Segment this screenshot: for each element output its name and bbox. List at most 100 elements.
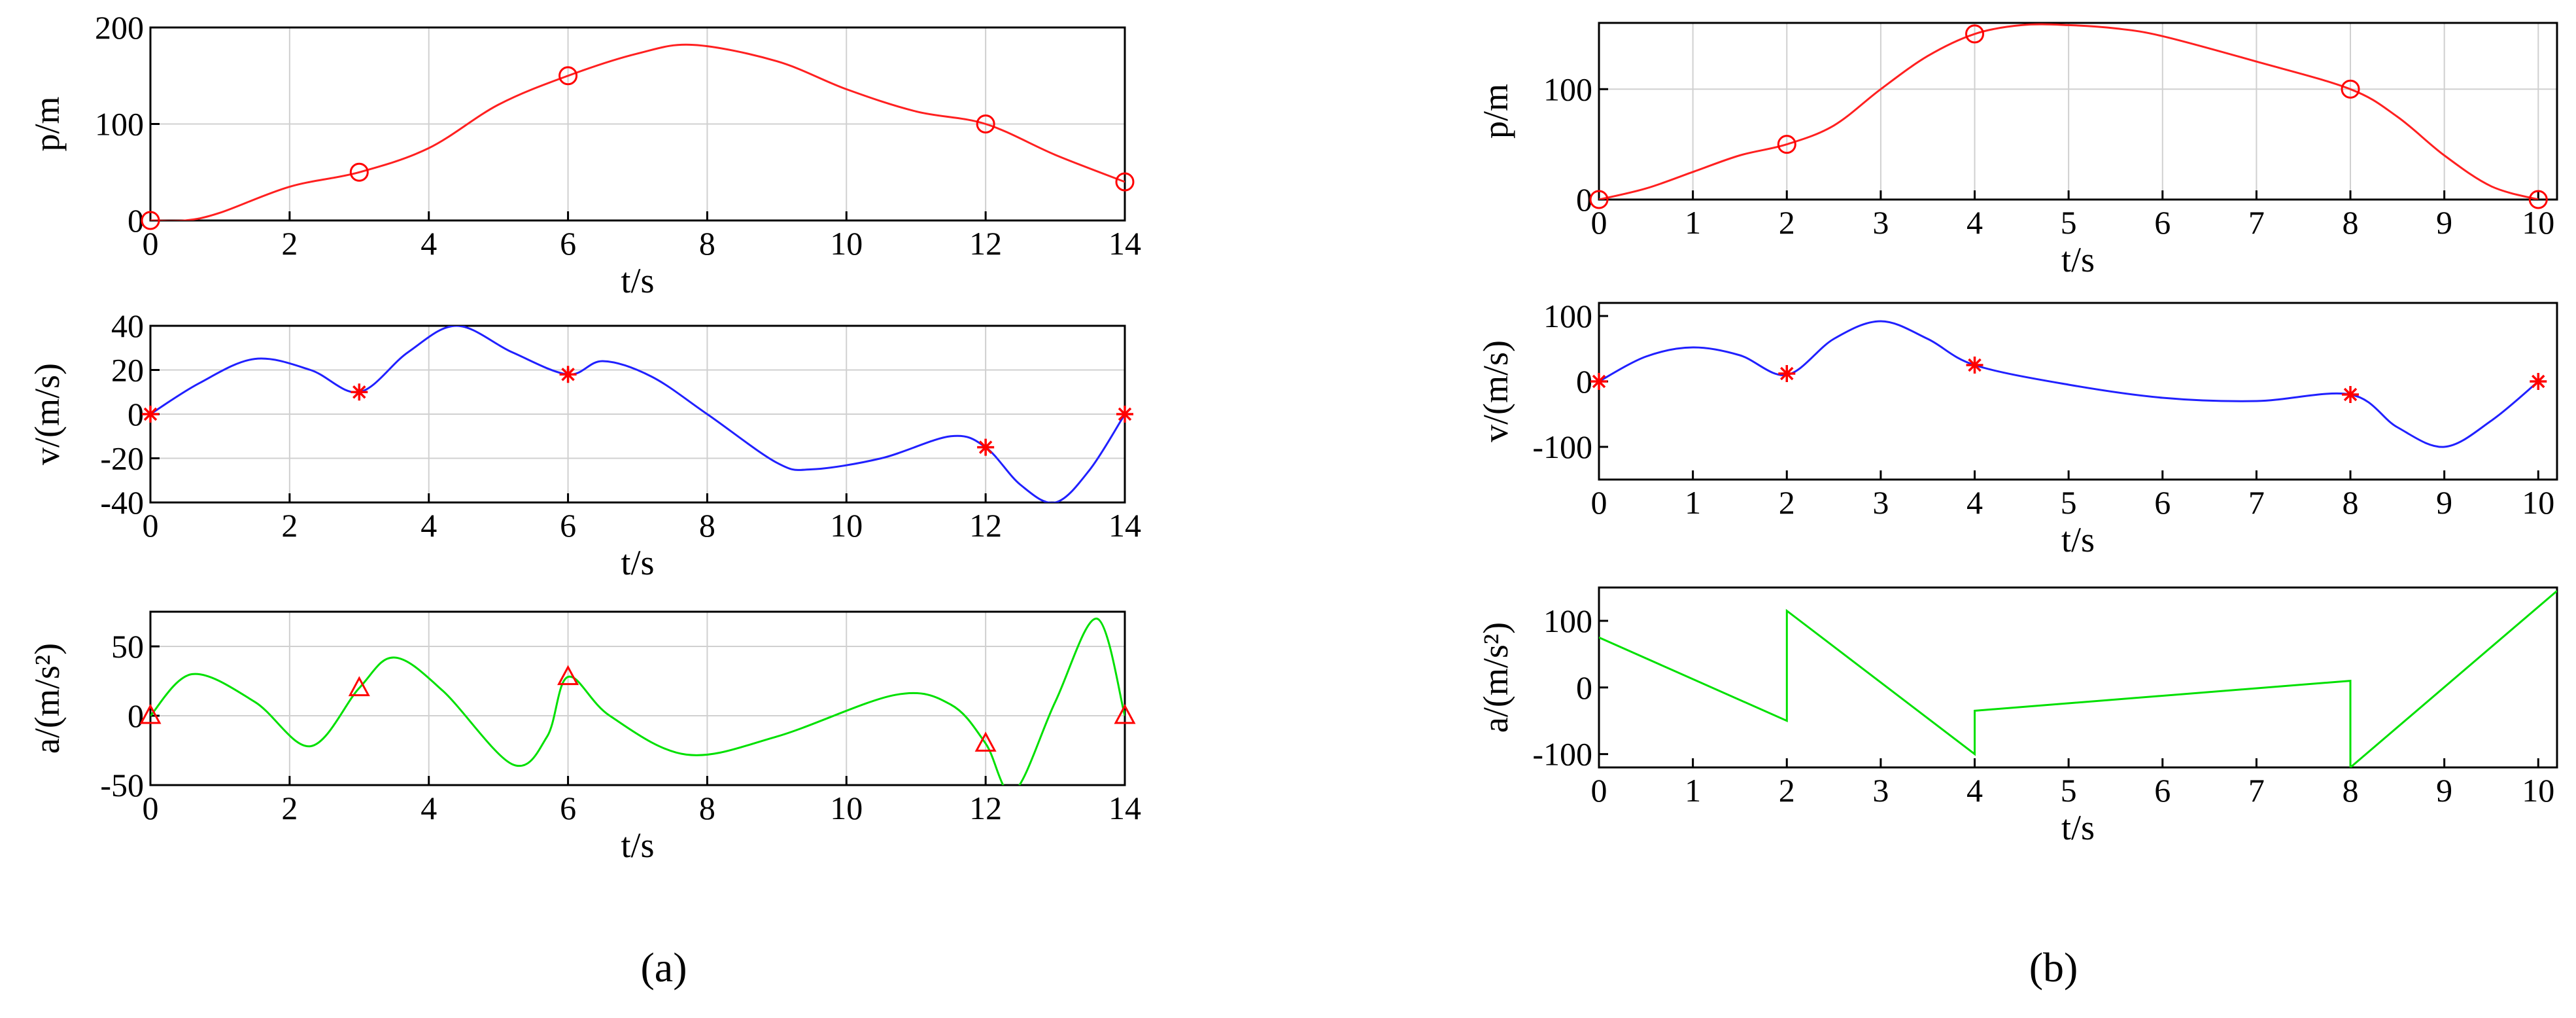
x-tick-label: 0 [1591, 772, 1607, 809]
x-tick-label: 8 [699, 507, 715, 544]
y-tick-label: 100 [1543, 603, 1592, 639]
x-tick-label: 9 [2436, 204, 2452, 241]
x-axis-label: t/s [2061, 520, 2095, 559]
y-tick-label: 100 [1543, 298, 1592, 334]
series-line-b-position [1599, 23, 2539, 200]
y-tick-label: -20 [100, 440, 144, 477]
data-point-marker [977, 438, 995, 456]
x-tick-label: 2 [1779, 772, 1795, 809]
y-tick-label: 20 [111, 352, 144, 389]
x-tick-label: 4 [1966, 772, 1983, 809]
x-tick-label: 12 [969, 225, 1002, 262]
x-tick-label: 8 [2343, 772, 2359, 809]
x-axis-label: t/s [2061, 240, 2095, 279]
y-axis-label: v/(m/s) [27, 363, 67, 465]
x-tick-label: 6 [560, 790, 576, 826]
x-tick-label: 8 [2343, 484, 2359, 521]
panel-label-b: (b) [2029, 944, 2078, 991]
y-tick-label: 0 [1576, 669, 1592, 706]
x-tick-label: 14 [1108, 507, 1141, 544]
data-point-marker [1116, 406, 1133, 423]
data-point-marker [141, 211, 160, 230]
x-tick-label: 10 [830, 790, 863, 826]
plot-frame [1598, 586, 2558, 769]
x-tick-label: 6 [2154, 772, 2171, 809]
y-tick-label: -50 [100, 767, 144, 803]
data-point-marker [2530, 373, 2547, 390]
x-tick-label: 10 [2522, 484, 2554, 521]
y-axis-label: p/m [27, 96, 67, 151]
x-tick-label: 4 [1966, 484, 1983, 521]
x-tick-label: 5 [2061, 484, 2077, 521]
y-tick-label: 100 [1543, 71, 1592, 107]
x-tick-label: 8 [2343, 204, 2359, 241]
x-tick-label: 2 [1779, 204, 1795, 241]
x-tick-label: 6 [560, 225, 576, 262]
x-tick-label: 10 [830, 507, 863, 544]
x-tick-label: 9 [2436, 772, 2452, 809]
y-tick-label: 0 [128, 697, 144, 734]
plot-frame [1598, 22, 2558, 201]
x-tick-label: 10 [2522, 204, 2554, 241]
x-tick-label: 1 [1685, 772, 1701, 809]
data-point-marker [348, 676, 370, 697]
x-tick-label: 5 [2061, 772, 2077, 809]
x-tick-label: 8 [699, 790, 715, 826]
y-tick-label: 0 [128, 396, 144, 432]
y-tick-label: 40 [111, 307, 144, 344]
x-tick-label: 14 [1108, 225, 1141, 262]
y-tick-label: -100 [1532, 429, 1592, 465]
x-tick-label: 0 [143, 225, 159, 262]
x-tick-label: 7 [2248, 772, 2265, 809]
chart-a-velocity: 0 2 4 6 8 10 12 14 -40 -20 0 20 40 t/s v/(m/s) [27, 307, 1141, 582]
x-tick-label: 4 [1966, 204, 1983, 241]
data-point-marker [974, 731, 997, 752]
x-axis-label: t/s [621, 543, 654, 582]
data-point-marker [2341, 79, 2360, 99]
x-tick-label: 7 [2248, 204, 2265, 241]
data-point-marker [351, 383, 368, 401]
series-line-b-acceleration [1599, 589, 2557, 767]
x-tick-label: 1 [1685, 484, 1701, 521]
y-tick-label: -40 [100, 484, 144, 521]
data-point-marker [1590, 373, 1607, 390]
x-tick-label: 2 [281, 790, 298, 826]
x-tick-label: 3 [1872, 484, 1889, 521]
x-tick-label: 10 [2522, 772, 2554, 809]
y-axis-label: p/m [1476, 84, 1515, 139]
data-point-marker [142, 406, 159, 423]
x-axis-label: t/s [621, 261, 654, 300]
plot-frame [149, 610, 1126, 786]
data-point-marker [2342, 386, 2360, 403]
x-tick-label: 12 [969, 507, 1002, 544]
plot-frame [1598, 302, 2558, 481]
x-tick-label: 0 [143, 507, 159, 544]
x-axis-label: t/s [2061, 808, 2095, 847]
x-tick-label: 7 [2248, 484, 2265, 521]
x-tick-label: 8 [699, 225, 715, 262]
y-tick-label: 100 [95, 106, 144, 143]
data-point-marker [2528, 190, 2548, 209]
y-tick-label: 0 [1576, 363, 1592, 400]
data-point-marker [559, 366, 577, 383]
x-tick-label: 10 [830, 225, 863, 262]
data-point-marker [1589, 190, 1609, 209]
y-tick-label: -100 [1532, 736, 1592, 773]
x-tick-label: 12 [969, 790, 1002, 826]
x-tick-label: 2 [281, 225, 298, 262]
x-tick-label: 14 [1108, 790, 1141, 826]
x-tick-label: 4 [421, 790, 437, 826]
data-point-marker [1114, 703, 1136, 724]
data-point-marker [349, 162, 369, 182]
x-tick-label: 0 [1591, 484, 1607, 521]
x-tick-label: 2 [281, 507, 298, 544]
series-line-a-position [150, 43, 1125, 220]
y-tick-label: 50 [111, 628, 144, 665]
x-axis-label: t/s [621, 826, 654, 865]
x-tick-label: 4 [421, 225, 437, 262]
series-line-b-velocity [1599, 320, 2539, 448]
series-line-a-velocity [150, 326, 1125, 502]
